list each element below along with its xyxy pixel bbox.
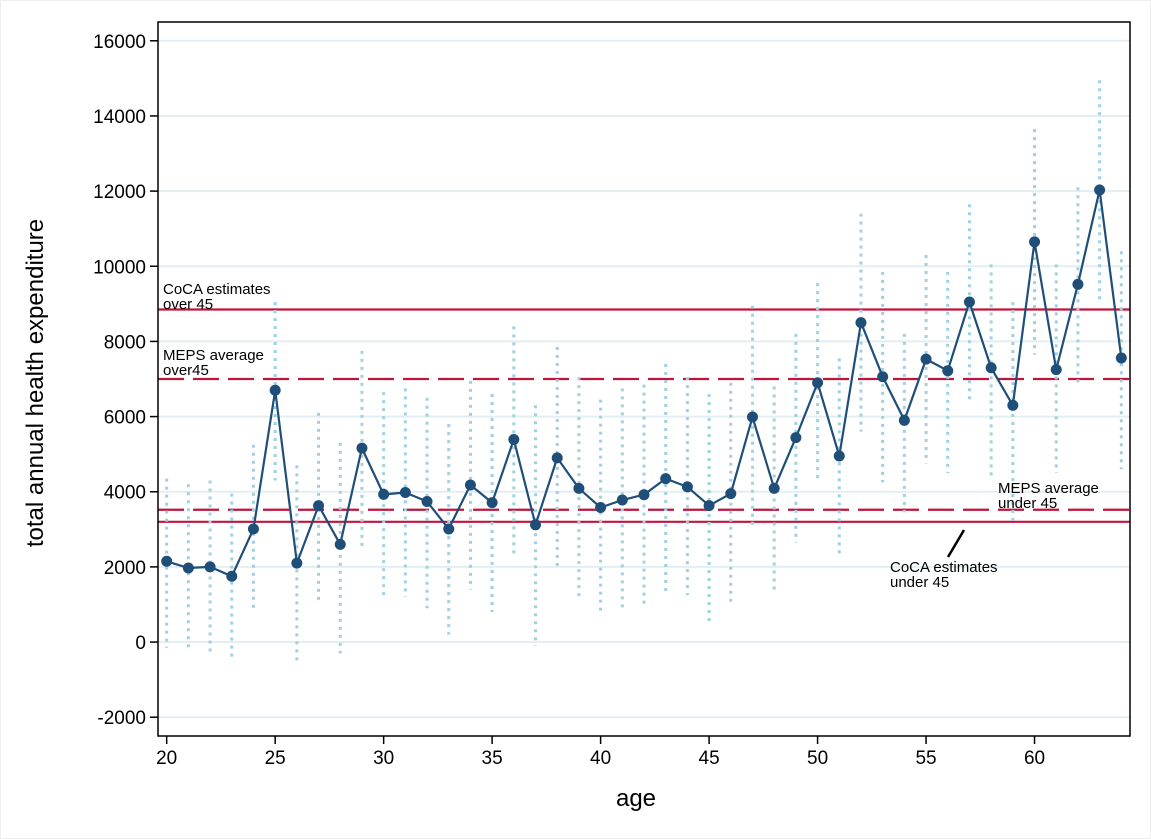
data-point bbox=[660, 473, 672, 485]
annotation-pointer bbox=[946, 529, 966, 558]
data-point bbox=[1072, 278, 1084, 290]
data-point bbox=[356, 442, 368, 454]
data-point bbox=[855, 317, 867, 329]
data-point bbox=[920, 353, 932, 365]
x-tick-label: 55 bbox=[915, 748, 936, 769]
y-tick-label: 12000 bbox=[93, 182, 146, 203]
data-point bbox=[508, 434, 520, 446]
reference-label: MEPS average bbox=[163, 347, 264, 364]
data-point bbox=[573, 482, 585, 494]
data-point bbox=[291, 557, 303, 569]
data-point bbox=[443, 523, 455, 535]
data-point bbox=[226, 570, 238, 582]
y-tick-label: 16000 bbox=[93, 32, 146, 53]
data-point bbox=[638, 489, 650, 501]
data-point bbox=[725, 488, 737, 500]
data-point bbox=[942, 365, 954, 377]
data-point bbox=[1050, 364, 1062, 376]
data-point bbox=[421, 496, 433, 508]
data-point bbox=[182, 562, 194, 574]
data-point bbox=[1029, 236, 1041, 248]
data-point bbox=[1094, 184, 1106, 196]
x-tick-label: 60 bbox=[1024, 748, 1045, 769]
data-point bbox=[790, 432, 802, 444]
x-tick-label: 35 bbox=[482, 748, 503, 769]
y-tick-label: 14000 bbox=[93, 107, 146, 128]
data-point bbox=[616, 494, 628, 506]
x-tick-label: 50 bbox=[807, 748, 828, 769]
data-point bbox=[877, 371, 889, 383]
y-tick-label: 4000 bbox=[104, 483, 146, 504]
data-point bbox=[595, 502, 607, 514]
reference-label: over45 bbox=[163, 362, 209, 379]
reference-label: CoCA estimates bbox=[890, 559, 998, 576]
data-point bbox=[833, 450, 845, 462]
data-point bbox=[464, 479, 476, 491]
data-point bbox=[812, 377, 824, 389]
reference-label: CoCA estimates bbox=[163, 281, 271, 298]
x-axis-title: age bbox=[616, 785, 656, 812]
data-point bbox=[247, 523, 259, 535]
data-point bbox=[551, 452, 563, 464]
data-point bbox=[898, 414, 910, 426]
y-tick-label: 8000 bbox=[104, 332, 146, 353]
y-tick-label: 2000 bbox=[104, 558, 146, 579]
x-tick-label: 45 bbox=[699, 748, 720, 769]
data-point bbox=[703, 500, 715, 512]
data-point bbox=[768, 482, 780, 494]
data-point bbox=[681, 481, 693, 493]
data-series bbox=[161, 184, 1127, 582]
x-tick-label: 40 bbox=[590, 748, 611, 769]
reference-label: under 45 bbox=[998, 495, 1057, 512]
x-tick-label: 25 bbox=[265, 748, 286, 769]
data-point bbox=[334, 538, 346, 550]
data-point bbox=[204, 561, 216, 573]
data-point bbox=[963, 296, 975, 308]
data-point bbox=[378, 488, 390, 500]
data-point bbox=[486, 497, 498, 509]
x-tick-label: 30 bbox=[373, 748, 394, 769]
data-point bbox=[313, 500, 325, 512]
plot-frame bbox=[157, 21, 1131, 737]
y-axis-ticks: -2000 0 2000 4000 6000 8000 10000 12000 14000 160… bbox=[93, 32, 158, 729]
data-point bbox=[530, 519, 542, 531]
data-point bbox=[1007, 399, 1019, 411]
data-point bbox=[746, 411, 758, 423]
reference-label: under 45 bbox=[890, 574, 949, 591]
data-point bbox=[269, 384, 281, 396]
reference-label: MEPS average bbox=[998, 480, 1099, 497]
y-tick-label: -2000 bbox=[97, 708, 146, 729]
y-tick-label: 10000 bbox=[93, 257, 146, 278]
x-tick-label: 20 bbox=[156, 748, 177, 769]
y-axis-title: total annual health expenditure bbox=[22, 219, 49, 547]
y-tick-label: 6000 bbox=[104, 408, 146, 429]
data-point bbox=[161, 555, 173, 567]
data-point bbox=[399, 486, 411, 498]
x-axis-ticks: 20 25 30 35 40 45 50 55 60 bbox=[156, 736, 1045, 769]
reference-label: over 45 bbox=[163, 296, 213, 313]
data-point bbox=[985, 362, 997, 374]
data-point bbox=[1115, 352, 1127, 364]
y-tick-label: 0 bbox=[135, 633, 146, 654]
